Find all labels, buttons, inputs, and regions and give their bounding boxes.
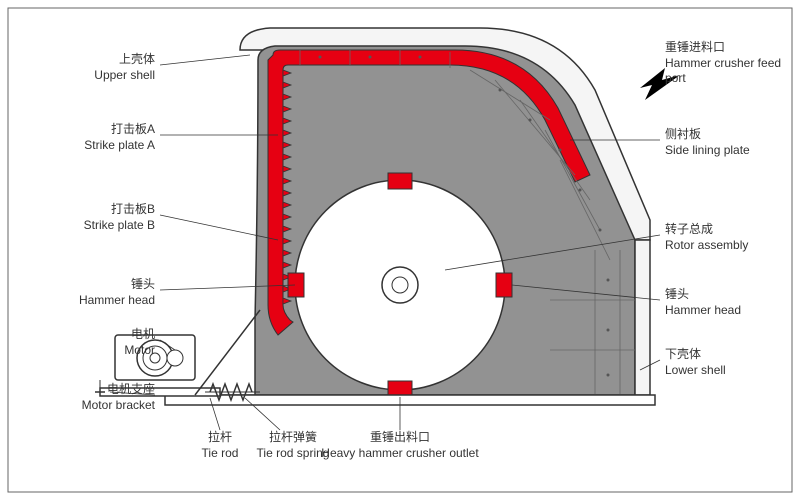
label-hammer-head-left: 锤头Hammer head <box>50 277 155 308</box>
label-strike-plate-a: 打击板AStrike plate A <box>50 122 155 153</box>
label-feed-port: 重锤进料口Hammer crusher feed port <box>665 40 795 87</box>
label-rotor: 转子总成Rotor assembly <box>665 222 785 253</box>
diagram-container: 上壳体Upper shell 打击板AStrike plate A 打击板BSt… <box>0 0 800 500</box>
label-motor: 电机Motor <box>50 327 155 358</box>
label-side-lining: 侧衬板Side lining plate <box>665 127 785 158</box>
label-motor-bracket: 电机支座Motor bracket <box>20 382 155 413</box>
label-strike-plate-b: 打击板BStrike plate B <box>50 202 155 233</box>
label-lower-shell: 下壳体Lower shell <box>665 347 785 378</box>
label-outlet: 重锤出料口Heavy hammer crusher outlet <box>320 430 480 461</box>
label-upper-shell: 上壳体Upper shell <box>50 52 155 83</box>
label-hammer-head-right: 锤头Hammer head <box>665 287 785 318</box>
label-tie-rod: 拉杆Tie rod <box>195 430 245 461</box>
